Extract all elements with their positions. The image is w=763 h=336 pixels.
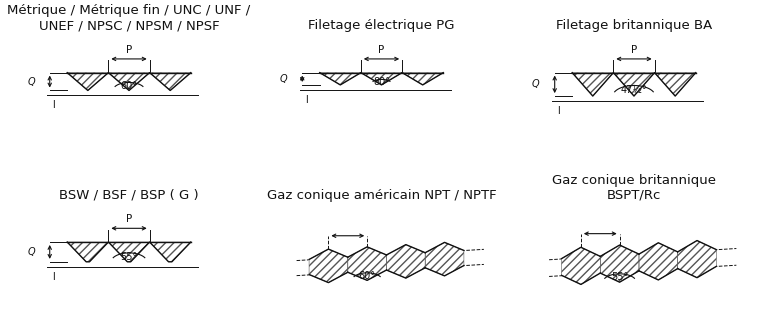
Title: Filetage électrique PG: Filetage électrique PG [308, 19, 455, 32]
Text: l: l [52, 100, 55, 111]
Polygon shape [67, 242, 191, 262]
Polygon shape [639, 243, 678, 280]
Polygon shape [348, 247, 387, 280]
Text: P: P [631, 45, 637, 54]
Text: 60°: 60° [121, 81, 137, 91]
Text: 55°: 55° [121, 252, 137, 262]
Text: Q: Q [27, 247, 35, 257]
Title: Filetage britannique BA: Filetage britannique BA [556, 19, 712, 32]
Text: P: P [126, 45, 132, 54]
Title: BSW / BSF / BSP ( G ): BSW / BSF / BSP ( G ) [60, 188, 199, 202]
Polygon shape [562, 247, 600, 284]
Text: Q: Q [27, 77, 35, 87]
Polygon shape [425, 242, 464, 276]
Title: Gaz conique américain NPT / NPTF: Gaz conique américain NPT / NPTF [267, 188, 496, 202]
Polygon shape [572, 73, 696, 96]
Text: l: l [52, 272, 55, 282]
Title: Métrique / Métrique fin / UNC / UNF /
UNEF / NPSC / NPSM / NPSF: Métrique / Métrique fin / UNC / UNF / UN… [8, 4, 250, 32]
Polygon shape [67, 73, 191, 90]
Text: P: P [378, 45, 385, 54]
Text: Q: Q [532, 79, 539, 89]
Text: 47½°: 47½° [620, 85, 647, 95]
Text: 80°: 80° [373, 77, 390, 87]
Title: Gaz conique britannique
BSPT/Rc: Gaz conique britannique BSPT/Rc [552, 174, 716, 202]
Text: Q: Q [279, 74, 287, 84]
Polygon shape [387, 245, 425, 278]
Polygon shape [600, 245, 639, 282]
Text: l: l [304, 95, 307, 105]
Text: 55°: 55° [611, 272, 628, 282]
Polygon shape [320, 73, 443, 85]
Text: P: P [126, 214, 132, 224]
Polygon shape [309, 249, 348, 283]
Text: 60°: 60° [359, 271, 375, 281]
Polygon shape [678, 241, 716, 278]
Text: l: l [557, 106, 560, 116]
